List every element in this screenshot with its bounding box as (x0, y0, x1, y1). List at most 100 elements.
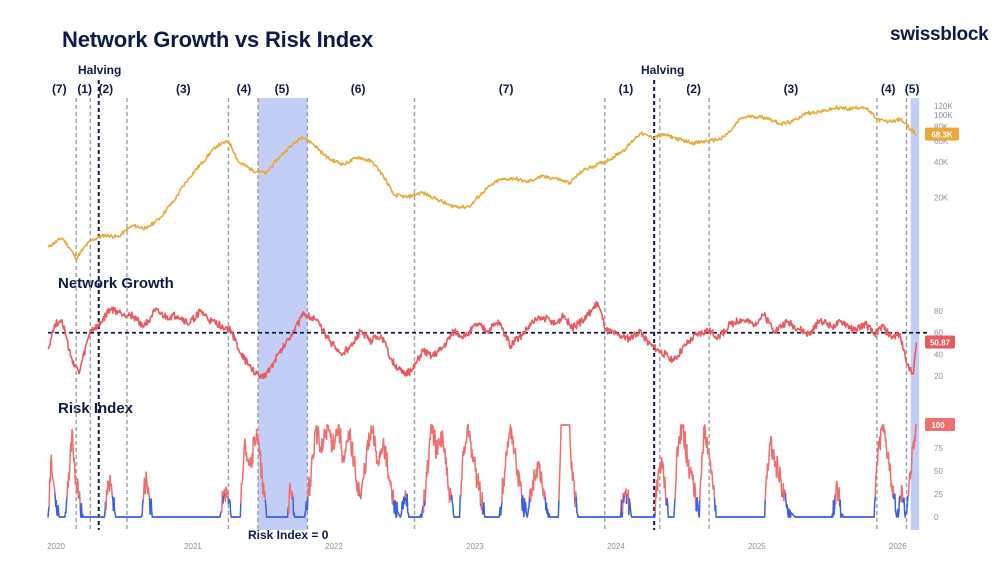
risk-index-segment (289, 482, 292, 491)
risk-index-segment (700, 471, 703, 480)
risk-index-segment (313, 429, 317, 436)
risk-index-segment (700, 451, 703, 473)
risk-index-segment (365, 451, 368, 465)
risk-index-segment (291, 491, 294, 499)
phase-label-6: (6) (351, 82, 366, 96)
risk-index-segment (429, 424, 432, 441)
risk-index-segment (559, 445, 562, 467)
risk-index-segment (344, 440, 348, 453)
risk-index-segment (110, 488, 114, 498)
risk-index-segment (392, 489, 395, 503)
phase-label-11: (4) (881, 82, 896, 96)
risk-index-segment (879, 429, 882, 451)
risk-index-segment (479, 481, 482, 506)
risk-index-segment (465, 431, 468, 444)
risk-index-segment (404, 490, 407, 500)
price-y-tick-5: 120K (934, 102, 953, 111)
price-last-value-badge (925, 127, 959, 141)
risk-index-segment (68, 451, 72, 473)
risk-index-segment (699, 481, 702, 501)
phase-label-2: (2) (98, 82, 113, 96)
risk-index-segment (780, 479, 783, 495)
risk-index-segment (575, 496, 578, 514)
risk-index-segment (897, 510, 900, 518)
x-tick-2020: 2020 (47, 542, 65, 551)
risk-index-segment (255, 428, 258, 438)
risk-index-segment (379, 451, 382, 458)
risk-index-segment (464, 441, 467, 449)
risk-index-segment (313, 433, 316, 455)
risk-index-segment (572, 472, 575, 480)
halving-label-2020: Halving (78, 63, 122, 77)
risk-index-segment (141, 503, 144, 515)
risk-index-segment (771, 449, 774, 461)
risk-index-segment (531, 486, 534, 497)
x-tick-2022: 2022 (325, 542, 343, 551)
risk-index-segment (664, 489, 667, 505)
risk-index-segment (673, 505, 676, 518)
risk-index-segment (568, 424, 571, 443)
x-tick-2025: 2025 (748, 542, 766, 551)
risk-index-segment (147, 486, 150, 495)
risk-index-segment (524, 502, 527, 515)
risk-index-segment (55, 500, 58, 516)
risk-index-segment (434, 429, 437, 442)
risk-index-segment (349, 428, 352, 444)
risk-index-segment (894, 493, 897, 513)
risk-index-segment (264, 499, 267, 507)
risk-index-segment (393, 507, 396, 514)
risk-index-segment (692, 474, 695, 491)
risk-index-segment (476, 478, 479, 485)
risk-index-segment (898, 497, 901, 513)
x-tick-2023: 2023 (466, 542, 484, 551)
risk-index-segment (450, 494, 454, 504)
risk-index-segment (763, 498, 766, 518)
risk-index-segment (680, 424, 683, 441)
risk-index-segment (569, 440, 572, 454)
risk-y-tick-3: 75 (934, 444, 943, 453)
risk-index-segment (48, 478, 51, 508)
risk-index-segment (288, 491, 291, 514)
risk-index-segment (837, 491, 840, 502)
risk-index-segment (887, 451, 890, 459)
risk-index-segment (317, 426, 320, 433)
risk-index-segment (666, 504, 670, 518)
risk-index-segment (310, 468, 313, 487)
risk-index-segment (767, 451, 770, 467)
risk-index-segment (540, 471, 543, 485)
risk-index-segment (148, 493, 151, 500)
risk-index-segment (538, 462, 542, 482)
risk-index-segment (103, 511, 106, 518)
risk-index-segment (708, 455, 711, 463)
risk-index-segment (442, 441, 445, 451)
risk-index-segment (704, 433, 707, 445)
risk-index-segment (306, 495, 309, 511)
risk-index-segment (452, 505, 455, 515)
network-y-tick-2: 60 (934, 329, 943, 338)
risk-index-segment (544, 491, 547, 499)
risk-index-title: Risk Index (58, 400, 134, 417)
risk-index-segment (406, 493, 409, 513)
network-y-tick-3: 80 (934, 307, 943, 316)
risk-index-segment (330, 432, 333, 453)
risk-index-segment (348, 433, 351, 441)
risk-index-segment (834, 482, 838, 505)
phase-label-9: (2) (686, 82, 701, 96)
risk-index-segment (875, 471, 878, 478)
risk-index-segment (836, 480, 839, 491)
risk-index-segment (656, 475, 659, 491)
risk-index-segment (514, 447, 517, 463)
phase-label-3: (3) (176, 82, 191, 96)
risk-index-segment (704, 424, 707, 436)
risk-index-segment (653, 511, 657, 518)
price-last-value-label: 68.3K (931, 131, 953, 140)
risk-index-segment (783, 489, 786, 502)
risk-index-segment (64, 511, 67, 518)
x-tick-2021: 2021 (184, 542, 202, 551)
risk-index-segment (873, 495, 876, 506)
phase-label-10: (3) (784, 82, 799, 96)
risk-index-segment (358, 489, 361, 497)
risk-index-segment (907, 484, 910, 497)
risk-y-tick-0: 0 (934, 513, 939, 522)
risk-index-segment (73, 457, 76, 472)
